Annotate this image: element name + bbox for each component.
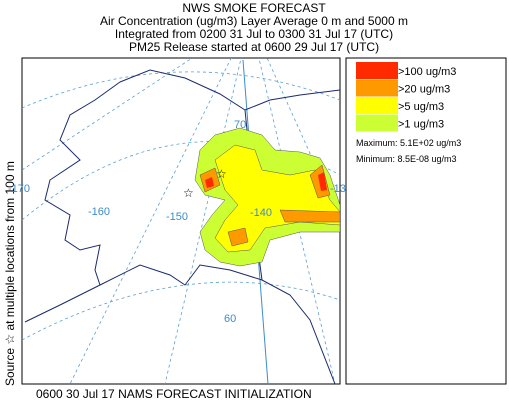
subtitle: Integrated from 0200 31 Jul to 0300 31 J… <box>115 27 393 41</box>
legend-swatch <box>356 114 398 132</box>
smoke-plume <box>194 127 340 267</box>
legend-label: >5 ug/m3 <box>398 101 444 113</box>
legend-swatch <box>356 79 398 97</box>
source-star: ☆ <box>183 186 194 200</box>
legend-label: >100 ug/m3 <box>398 66 456 78</box>
graticule-label: -170 <box>8 183 30 195</box>
graticule-label: -160 <box>88 206 110 218</box>
graticule-label: 60 <box>224 313 236 325</box>
subtitle: PM25 Release started at 0600 29 Jul 17 (… <box>129 40 379 54</box>
legend-swatch <box>356 97 398 114</box>
legend: >100 ug/m3 >20 ug/m3 >5 ug/m3 >1 ug/m3 Maxi… <box>345 57 507 385</box>
legend-swatch <box>356 62 398 79</box>
maximum: Maximum: 5.1E+02 ug/m3 <box>356 138 461 148</box>
graticule-label: 70 <box>234 119 246 131</box>
subtitle: Air Concentration (ug/m3) Layer Average … <box>100 14 408 28</box>
graticule-label: -140 <box>250 207 272 219</box>
title: NWS SMOKE FORECAST <box>182 1 326 15</box>
legend-label: >20 ug/m3 <box>398 84 450 96</box>
footer: 0600 30 Jul 17 NAMS FORECAST INITIALIZAT… <box>36 387 312 401</box>
source-star: ☆ <box>216 167 227 181</box>
map: ☆ ☆ 70 -170 -160 -150 -140 -130 60 <box>8 57 352 385</box>
graticule-label: -150 <box>166 211 188 223</box>
legend-label: >1 ug/m3 <box>398 119 444 131</box>
minimum: Minimum: 8.5E-08 ug/m3 <box>356 154 457 164</box>
side-label: Source ☆ at multiple locations from 100 … <box>3 161 17 386</box>
